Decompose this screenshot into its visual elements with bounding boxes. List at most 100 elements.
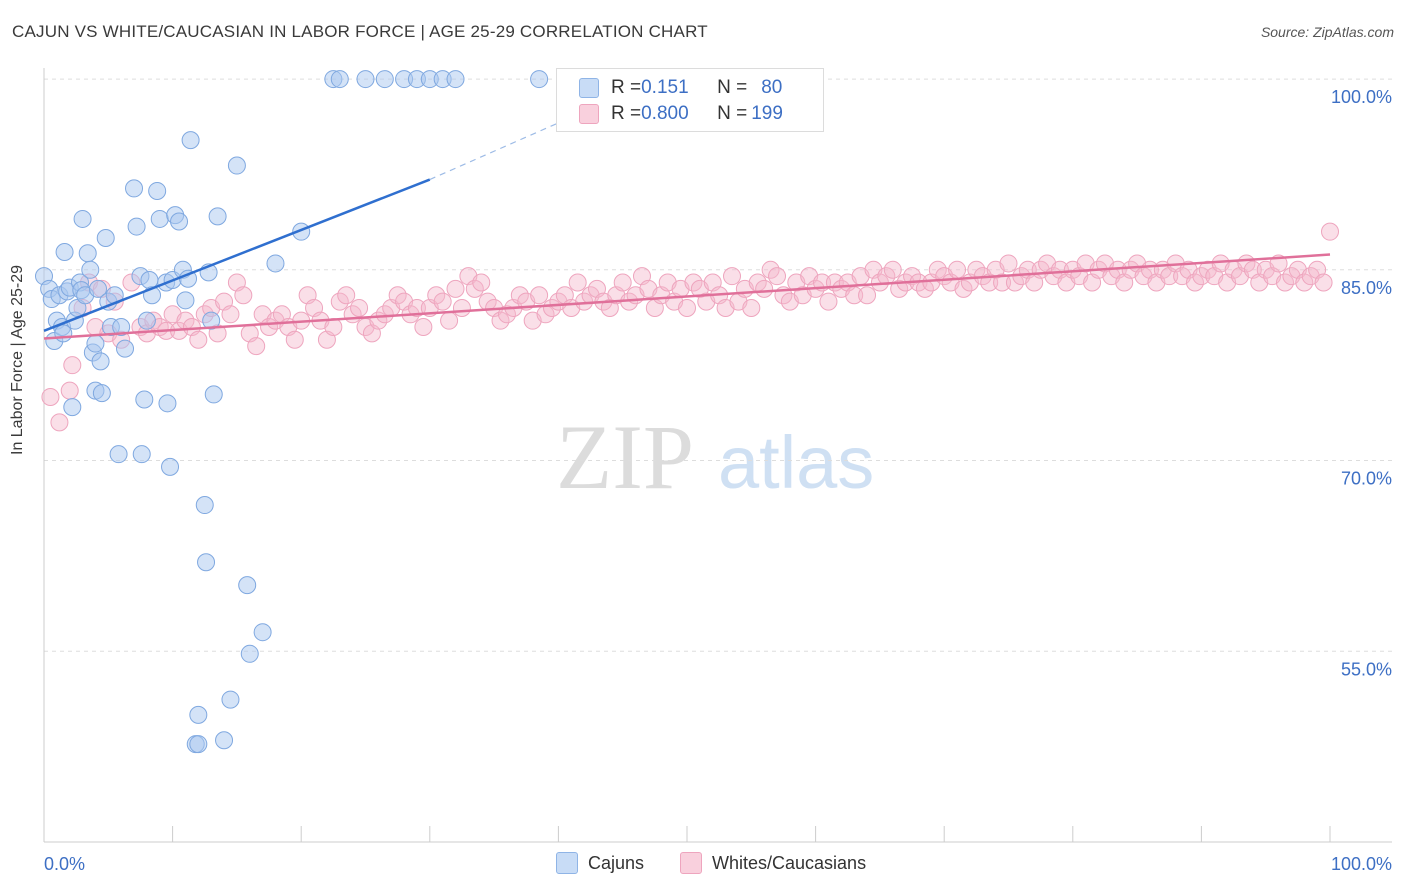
data-point-whites	[433, 292, 452, 311]
y-tick-labels: 100.0% 85.0% 70.0% 55.0%	[1331, 87, 1392, 679]
chart-source: Source: ZipAtlas.com	[1260, 24, 1394, 40]
bottom-legend-cajuns: Cajuns	[556, 852, 644, 874]
legend-swatch-whites	[579, 104, 599, 124]
data-point-cajuns	[266, 254, 285, 273]
data-point-whites	[542, 298, 561, 317]
data-point-cajuns	[135, 390, 154, 409]
data-point-cajuns	[221, 690, 240, 709]
data-point-whites	[452, 298, 471, 317]
data-point-whites	[234, 286, 253, 305]
data-point-whites	[285, 330, 304, 349]
legend-n-value: 199	[751, 103, 783, 124]
data-point-cajuns	[446, 70, 465, 89]
data-point-cajuns	[89, 279, 108, 298]
data-point-cajuns	[356, 70, 375, 89]
data-point-whites	[742, 298, 761, 317]
gridlines	[44, 78, 1392, 652]
data-point-cajuns	[137, 311, 156, 330]
data-point-cajuns	[148, 181, 167, 200]
bottom-legend-swatch-cajuns	[556, 852, 578, 874]
data-point-cajuns	[215, 731, 234, 750]
data-point-cajuns	[227, 156, 246, 175]
data-point-whites	[60, 381, 79, 400]
data-point-cajuns	[176, 291, 195, 310]
data-point-cajuns	[189, 735, 208, 754]
data-point-whites	[1314, 273, 1333, 292]
y-tick-label: 85.0%	[1341, 278, 1392, 298]
watermark-zip: ZIP	[556, 406, 694, 508]
data-point-cajuns	[208, 207, 227, 226]
data-point-cajuns	[86, 334, 105, 353]
data-point-cajuns	[240, 644, 259, 663]
data-point-cajuns	[253, 623, 272, 642]
data-point-whites	[993, 273, 1012, 292]
trend-line-whites	[43, 253, 1331, 340]
watermark-atlas: atlas	[718, 421, 874, 504]
data-point-whites	[189, 330, 208, 349]
data-point-cajuns	[150, 209, 169, 228]
data-point-whites	[883, 260, 902, 279]
data-point-whites	[63, 356, 82, 375]
legend-r-value: 0.151	[641, 77, 689, 98]
data-point-whites	[414, 318, 433, 337]
axes	[43, 68, 1392, 843]
data-point-whites	[427, 286, 446, 305]
data-point-whites	[858, 286, 877, 305]
bottom-legend-label-whites: Whites/Caucasians	[712, 852, 867, 873]
data-point-whites	[761, 260, 780, 279]
data-point-whites	[497, 305, 516, 324]
trend-line-cajuns-extension	[429, 116, 572, 181]
data-point-cajuns	[73, 209, 92, 228]
data-point-whites	[50, 413, 69, 432]
x-tick-labels: 0.0% 100.0%	[44, 854, 1392, 874]
data-point-cajuns	[197, 553, 216, 572]
data-point-whites	[330, 292, 349, 311]
trend-lines	[43, 116, 1331, 340]
data-point-whites	[999, 254, 1018, 273]
data-point-cajuns	[116, 339, 135, 358]
data-point-whites	[407, 298, 426, 317]
data-point-cajuns	[81, 260, 100, 279]
legend-r-value: 0.800	[641, 103, 689, 124]
x-tick-label: 0.0%	[44, 854, 85, 874]
data-point-whites	[755, 279, 774, 298]
data-point-cajuns	[132, 445, 151, 464]
data-point-whites	[948, 260, 967, 279]
legend-r-label: R =	[611, 103, 642, 124]
data-point-whites	[1192, 267, 1211, 286]
legend-row-cajuns: R = 0.151 N = 80	[579, 77, 782, 99]
data-point-cajuns	[375, 70, 394, 89]
y-axis-label: In Labor Force | Age 25-29	[9, 264, 26, 455]
data-point-cajuns	[109, 445, 128, 464]
y-tick-label: 55.0%	[1341, 659, 1392, 679]
bottom-legend-label-cajuns: Cajuns	[588, 852, 645, 873]
bottom-legend-whites: Whites/Caucasians	[680, 852, 866, 874]
data-point-whites	[337, 286, 356, 305]
data-point-whites	[350, 298, 369, 317]
data-point-whites	[1275, 273, 1294, 292]
legend-n-label: N =	[717, 103, 748, 124]
data-point-cajuns	[112, 318, 131, 337]
legend-n-label: N =	[717, 77, 748, 98]
correlation-legend: R = 0.151 N = 80 R = 0.800 N = 199	[556, 68, 824, 132]
data-point-whites	[375, 305, 394, 324]
data-point-whites	[247, 337, 266, 356]
data-point-cajuns	[238, 576, 257, 595]
data-point-whites	[678, 298, 696, 317]
watermark: ZIP atlas	[556, 406, 874, 508]
data-point-whites	[819, 292, 838, 311]
data-point-cajuns	[91, 352, 110, 371]
data-point-whites	[221, 305, 240, 324]
x-tick-label: 100.0%	[1331, 854, 1392, 874]
data-point-cajuns	[125, 179, 144, 198]
data-point-whites	[1321, 222, 1339, 241]
data-point-cajuns	[530, 70, 549, 89]
bottom-legend-swatch-whites	[680, 852, 702, 874]
bottom-legend: Cajuns Whites/Caucasians	[0, 852, 1406, 876]
legend-n-value: 80	[761, 77, 783, 98]
data-point-whites	[510, 286, 529, 305]
data-point-cajuns	[78, 244, 97, 263]
data-point-whites	[568, 273, 587, 292]
y-tick-label: 100.0%	[1331, 87, 1392, 107]
